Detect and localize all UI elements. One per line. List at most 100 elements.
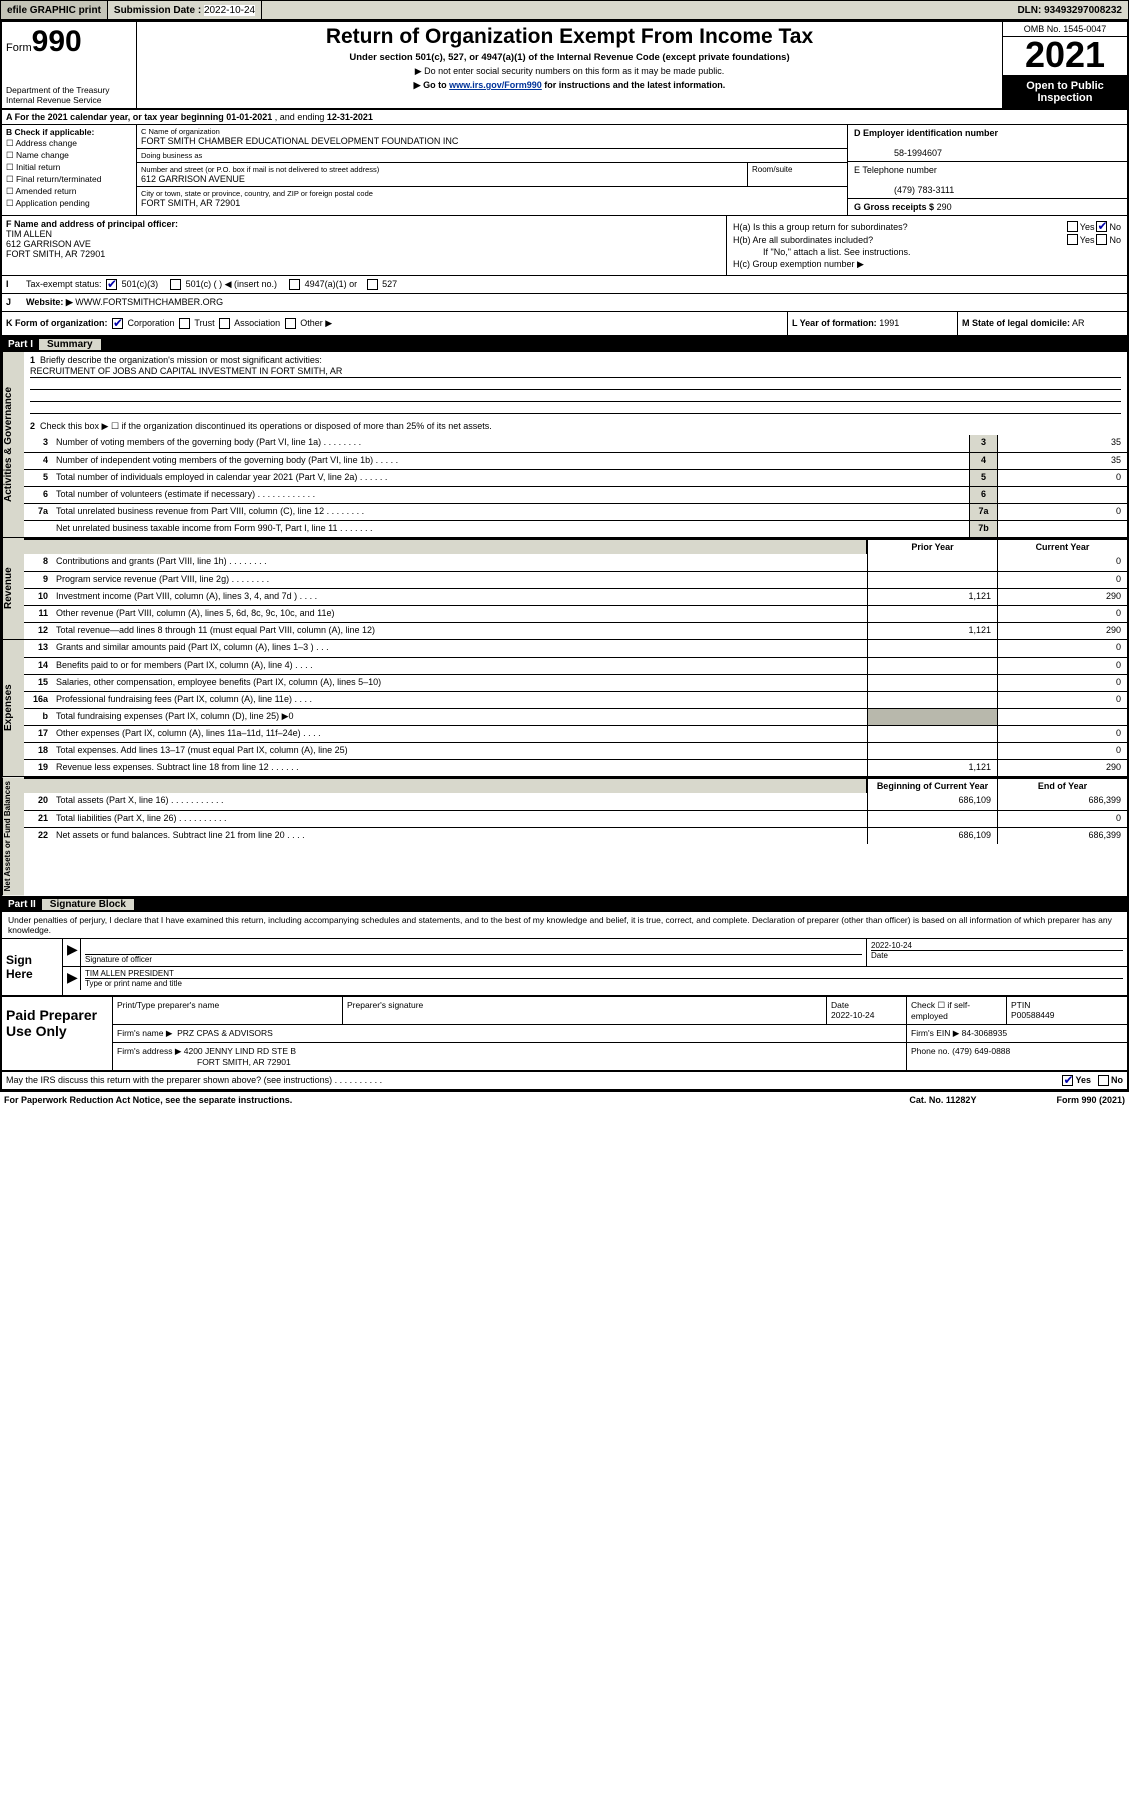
summary-line: 3Number of voting members of the governi… (24, 435, 1127, 452)
summary-line: 16aProfessional fundraising fees (Part I… (24, 691, 1127, 708)
summary-line: bTotal fundraising expenses (Part IX, co… (24, 708, 1127, 725)
prep-ptin: PTINP00588449 (1007, 997, 1127, 1024)
prep-date: Date2022-10-24 (827, 997, 907, 1024)
summary-line: 10Investment income (Part VIII, column (… (24, 588, 1127, 605)
prep-name-label: Print/Type preparer's name (113, 997, 343, 1024)
irs-link[interactable]: www.irs.gov/Form990 (449, 80, 542, 90)
summary-line: 8Contributions and grants (Part VIII, li… (24, 554, 1127, 571)
chk-trust[interactable] (179, 318, 190, 329)
h-b: H(b) Are all subordinates included? Yes … (733, 234, 1121, 245)
officer-city: FORT SMITH, AR 72901 (6, 249, 105, 259)
form-number: Form990 (6, 25, 132, 59)
submission-date-label: Submission Date : 2022-10-24 (108, 1, 262, 19)
form-title: Return of Organization Exempt From Incom… (143, 25, 996, 49)
summary-line: 7aTotal unrelated business revenue from … (24, 503, 1127, 520)
chk-address-change[interactable]: ☐ Address change (6, 138, 132, 149)
vlabel-rev: Revenue (2, 538, 24, 639)
officer-printed-name: TIM ALLEN PRESIDENT (85, 969, 1123, 979)
sig-date-label: Date (871, 951, 1123, 960)
city-row: City or town, state or province, country… (137, 187, 847, 210)
officer-name-label: Type or print name and title (85, 979, 1123, 988)
h-c: H(c) Group exemption number ▶ (733, 259, 1121, 270)
form-rev: Form 990 (2021) (1056, 1095, 1125, 1105)
chk-assoc[interactable] (219, 318, 230, 329)
h-a: H(a) Is this a group return for subordin… (733, 221, 1121, 232)
summary-line: 12Total revenue—add lines 8 through 11 (… (24, 622, 1127, 639)
chk-initial-return[interactable]: ☐ Initial return (6, 162, 132, 173)
chk-final-return[interactable]: ☐ Final return/terminated (6, 174, 132, 185)
dba-row: Doing business as (137, 149, 847, 163)
footer: For Paperwork Reduction Act Notice, see … (0, 1092, 1129, 1108)
chk-501c3[interactable] (106, 279, 117, 290)
sig-date: 2022-10-24 (871, 941, 1123, 951)
form-header: Form990 Department of the Treasury Inter… (2, 22, 1127, 110)
line-2: 2 Check this box ▶ ☐ if the organization… (24, 417, 1127, 435)
efile-print-button[interactable]: efile GRAPHIC print (1, 1, 108, 19)
top-toolbar: efile GRAPHIC print Submission Date : 20… (0, 0, 1129, 20)
ha-no[interactable] (1096, 221, 1107, 232)
revenue-section: Revenue Prior Year Current Year 8Contrib… (2, 538, 1127, 640)
section-b-through-g: B Check if applicable: ☐ Address change … (2, 125, 1127, 216)
form-note-1: ▶ Do not enter social security numbers o… (143, 66, 996, 77)
activities-governance: Activities & Governance 1 Briefly descri… (2, 352, 1127, 538)
website-label: Website: ▶ (26, 297, 73, 307)
firm-address: Firm's address ▶ 4200 JENNY LIND RD STE … (113, 1043, 907, 1070)
section-k-l-m: K Form of organization: Corporation Trus… (2, 312, 1127, 337)
officer-street: 612 GARRISON AVE (6, 239, 91, 249)
cat-no: Cat. No. 11282Y (909, 1095, 976, 1105)
street-row: Number and street (or P.O. box if mail i… (137, 163, 847, 187)
section-i: I Tax-exempt status: 501(c)(3) 501(c) ( … (2, 276, 1127, 294)
chk-name-change[interactable]: ☐ Name change (6, 150, 132, 161)
col-h: H(a) Is this a group return for subordin… (727, 216, 1127, 275)
b-header: B Check if applicable: (6, 127, 132, 137)
firm-phone: Phone no. (479) 649-0888 (907, 1043, 1127, 1070)
header-center: Return of Organization Exempt From Incom… (137, 22, 1002, 108)
ein-label: D Employer identification number (854, 128, 998, 138)
summary-line: 9Program service revenue (Part VIII, lin… (24, 571, 1127, 588)
vlabel-na: Net Assets or Fund Balances (2, 777, 24, 895)
paid-preparer-block: Paid Preparer Use Only Print/Type prepar… (2, 997, 1127, 1072)
chk-app-pending[interactable]: ☐ Application pending (6, 198, 132, 209)
form-note-2: ▶ Go to www.irs.gov/Form990 for instruct… (143, 80, 996, 91)
h-b2: If "No," attach a list. See instructions… (733, 247, 1121, 257)
open-to-public: Open to Public Inspection (1003, 76, 1127, 108)
chk-4947[interactable] (289, 279, 300, 290)
header-left: Form990 Department of the Treasury Inter… (2, 22, 137, 108)
ha-yes[interactable] (1067, 221, 1078, 232)
current-year-label: Current Year (997, 540, 1127, 554)
year-header-na: Beginning of Current Year End of Year (24, 777, 1127, 793)
prep-row-2: Firm's name ▶ PRZ CPAS & ADVISORS Firm's… (113, 1025, 1127, 1043)
hb-yes[interactable] (1067, 234, 1078, 245)
chk-corp[interactable] (112, 318, 123, 329)
prior-year-label: Prior Year (867, 540, 997, 554)
dba-label: Doing business as (141, 151, 843, 160)
summary-line: 11Other revenue (Part VIII, column (A), … (24, 605, 1127, 622)
col-c: C Name of organization FORT SMITH CHAMBE… (137, 125, 847, 215)
summary-line: 20Total assets (Part X, line 16) . . . .… (24, 793, 1127, 810)
part-i-header: Part I Summary (2, 337, 1127, 352)
hb-no[interactable] (1096, 234, 1107, 245)
tax-status-label: Tax-exempt status: (26, 279, 102, 289)
chk-other[interactable] (285, 318, 296, 329)
toolbar-spacer (262, 1, 1011, 19)
paid-preparer-label: Paid Preparer Use Only (2, 997, 112, 1070)
discuss-no[interactable] (1098, 1075, 1109, 1086)
header-right: OMB No. 1545-0047 2021 Open to Public In… (1002, 22, 1127, 108)
summary-line: 14Benefits paid to or for members (Part … (24, 657, 1127, 674)
prep-self-emp[interactable]: Check ☐ if self-employed (907, 997, 1007, 1024)
summary-line: 15Salaries, other compensation, employee… (24, 674, 1127, 691)
form-container: Form990 Department of the Treasury Inter… (0, 20, 1129, 1092)
row-a: A For the 2021 calendar year, or tax yea… (2, 110, 1127, 125)
chk-501c[interactable] (170, 279, 181, 290)
vlabel-ag: Activities & Governance (2, 352, 24, 537)
summary-line: 17Other expenses (Part IX, column (A), l… (24, 725, 1127, 742)
phone-row: E Telephone number (479) 783-3111 (848, 162, 1127, 199)
phone-label: E Telephone number (854, 165, 937, 175)
org-name: FORT SMITH CHAMBER EDUCATIONAL DEVELOPME… (141, 136, 843, 146)
chk-527[interactable] (367, 279, 378, 290)
ein-row: D Employer identification number 58-1994… (848, 125, 1127, 162)
discuss-yes[interactable] (1062, 1075, 1073, 1086)
summary-line: 5Total number of individuals employed in… (24, 469, 1127, 486)
chk-amended[interactable]: ☐ Amended return (6, 186, 132, 197)
gross-label: G Gross receipts $ (854, 202, 934, 212)
